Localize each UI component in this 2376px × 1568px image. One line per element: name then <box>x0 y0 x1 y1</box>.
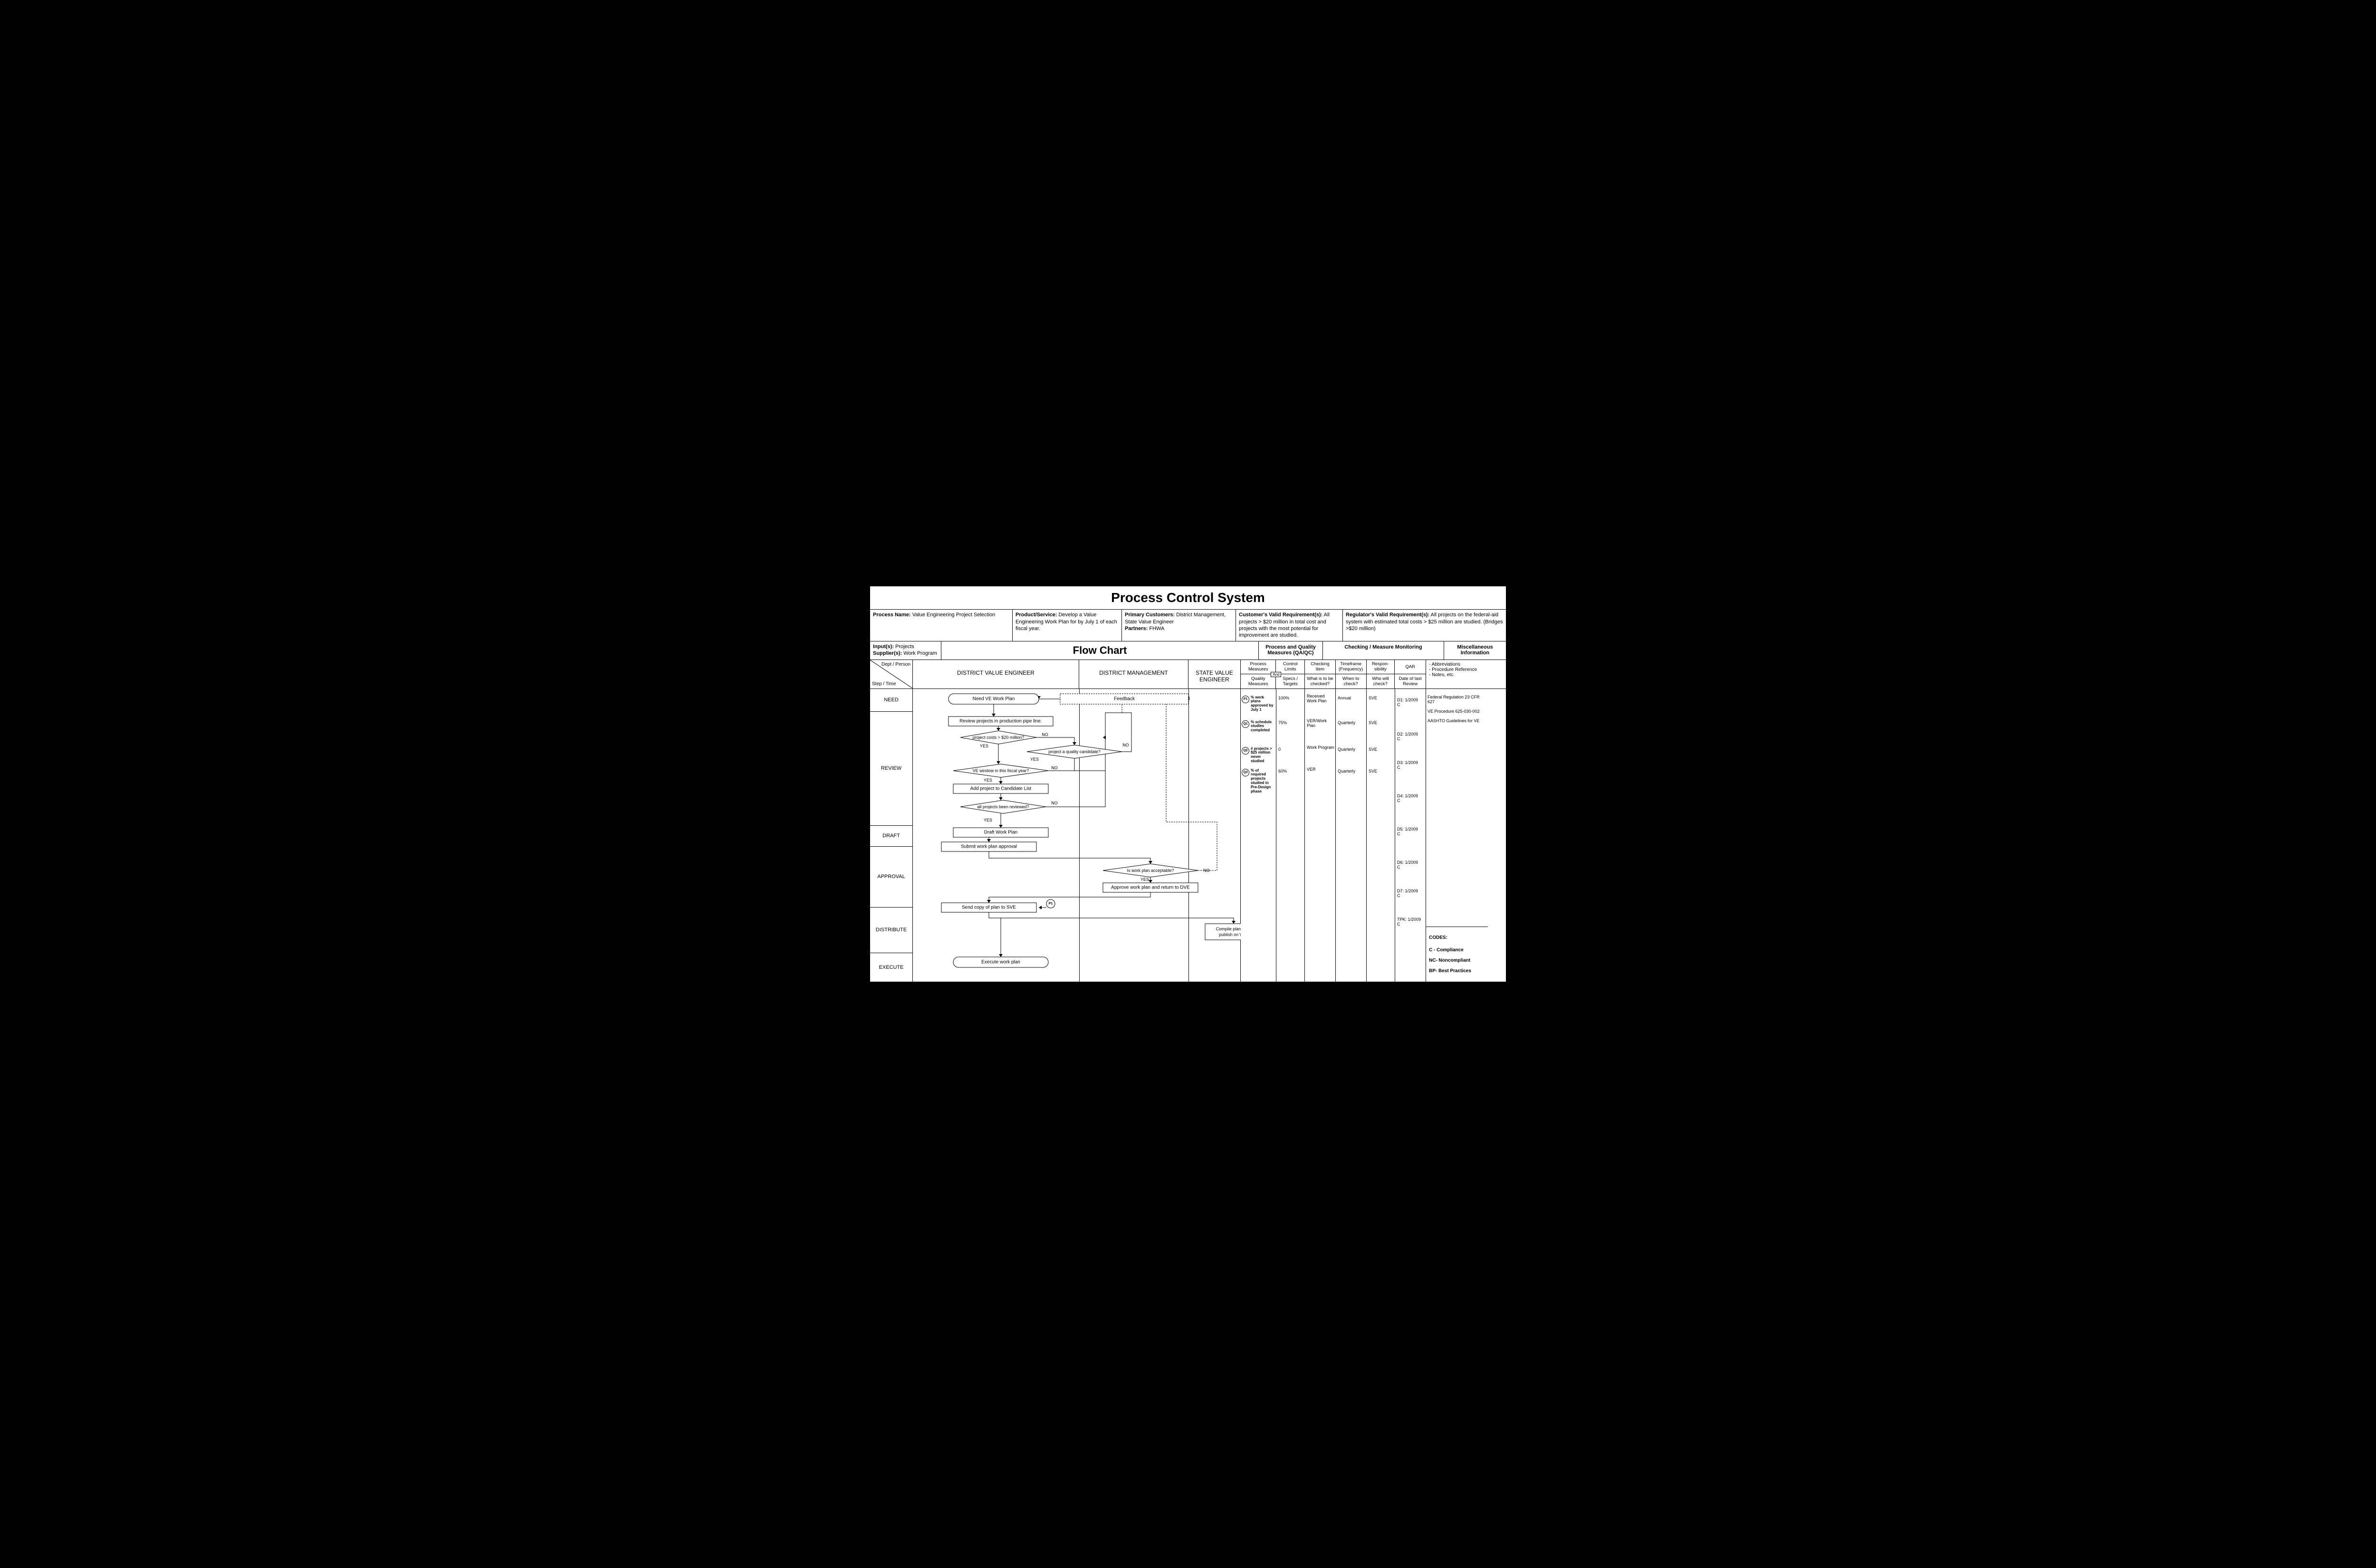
col-timeframe: AnnualQuarterlyQuarterlyQuarterly <box>1336 689 1367 982</box>
svg-text:project a quality candidate?: project a quality candidate? <box>1048 749 1101 754</box>
svg-text:Execute work plan: Execute work plan <box>981 959 1020 965</box>
cust-req-label: Customer's Valid Requirement(s): <box>1239 612 1322 618</box>
step-label: Step / Time <box>872 681 896 687</box>
partners-value: FHWA <box>1149 626 1164 631</box>
qar-label: QAR <box>1395 660 1426 674</box>
product-label: Product/Service: <box>1016 612 1057 618</box>
misc-text: Federal Regulation 23 CFR 627 VE Procedu… <box>1428 695 1486 723</box>
customers-label: Primary Customers: <box>1125 612 1175 618</box>
svg-text:P1: P1 <box>1049 902 1053 905</box>
svg-text:NO: NO <box>1203 868 1210 873</box>
page-title: Process Control System <box>870 586 1506 610</box>
stage-approval: APPROVAL <box>870 847 912 908</box>
checking-subheaders: Checking Item Timeframe (Frequency) Resp… <box>1305 660 1426 688</box>
responsibility-label: Respon-sibility <box>1367 660 1395 674</box>
svg-text:Approve work plan and return t: Approve work plan and return to DVE <box>1111 885 1190 890</box>
flow-chart-header: Flow Chart <box>941 641 1259 660</box>
svg-text:Review projects in production: Review projects in production pipe line. <box>959 718 1042 724</box>
svg-text:Add project to Candidate List: Add project to Candidate List <box>970 786 1032 791</box>
svg-text:NO: NO <box>1122 743 1129 747</box>
process-name-label: Process Name: <box>873 612 911 618</box>
stage-review: REVIEW <box>870 712 912 826</box>
svg-text:publish on Web: publish on Web <box>1219 932 1241 937</box>
inputs-value: Projects <box>895 644 914 650</box>
timeframe-label: Timeframe (Frequency) <box>1336 660 1367 674</box>
column-headers: Dept / Person Step / Time DISTRICT VALUE… <box>870 660 1506 689</box>
stage-need: NEED <box>870 689 912 712</box>
codes-title: CODES: <box>1429 935 1485 940</box>
col-qar: D1: 1/2009CD2: 1/2009CD3: 1/2009CD4: 1/2… <box>1395 689 1426 982</box>
dept-label: Dept / Person <box>881 662 910 667</box>
and-badge: And <box>1271 672 1281 677</box>
misc-header: Miscellaneous Information <box>1444 641 1506 660</box>
col-checking-item: Received Work PlanVER/Work PlanWork Prog… <box>1305 689 1336 982</box>
right-columns: P1% work plans approved by July 1Q1% sch… <box>1241 689 1488 982</box>
header-row: Process Name: Value Engineering Project … <box>870 610 1506 641</box>
col-responsibility: SVESVESVESVE <box>1367 689 1395 982</box>
svg-text:YES: YES <box>984 818 992 822</box>
svg-text:YES: YES <box>1030 757 1039 762</box>
svg-text:YES: YES <box>984 778 992 783</box>
svg-text:Submit work plan approval: Submit work plan approval <box>961 844 1017 849</box>
codes-box: CODES: C - Compliance NC- Noncompliant B… <box>1426 927 1488 982</box>
checking-item-sub: What is to be checked? <box>1305 674 1336 688</box>
col-misc: Federal Regulation 23 CFR 627 VE Procedu… <box>1426 689 1488 982</box>
swimlane-a-header: DISTRICT VALUE ENGINEER <box>913 660 1079 688</box>
dept-person-cell: Dept / Person Step / Time <box>870 660 913 688</box>
codes-line-1: NC- Noncompliant <box>1429 958 1485 963</box>
suppliers-value: Work Program <box>903 650 937 656</box>
checking-item-label: Checking Item <box>1305 660 1336 674</box>
svg-text:Compile plans and: Compile plans and <box>1216 927 1241 931</box>
codes-line-2: BP- Best Practices <box>1429 968 1485 974</box>
svg-text:Send copy of plan to SVE: Send copy of plan to SVE <box>962 905 1016 910</box>
svg-text:NO: NO <box>1042 732 1048 737</box>
responsibility-sub: Who will check? <box>1367 674 1395 688</box>
suppliers-label: Supplier(s): <box>873 650 902 656</box>
partners-label: Partners: <box>1125 626 1148 631</box>
pq-subheaders: Process Measures And Control Limits Qual… <box>1241 660 1305 688</box>
svg-text:Need VE Work Plan: Need VE Work Plan <box>973 696 1015 701</box>
svg-text:YES: YES <box>980 744 988 748</box>
svg-text:YES: YES <box>1140 877 1149 882</box>
section-headers-row: Input(s): Projects Supplier(s): Work Pro… <box>870 641 1506 660</box>
swimlane-c-header: STATE VALUE ENGINEER <box>1188 660 1241 688</box>
svg-text:all projects been reviewed?: all projects been reviewed? <box>977 804 1029 809</box>
pq-header: Process and Quality Measures (QA/QC) <box>1259 641 1323 660</box>
reg-req-label: Regulator's Valid Requirement(s): <box>1346 612 1429 618</box>
swimlane-b-header: DISTRICT MANAGEMENT <box>1079 660 1188 688</box>
timeframe-sub: When to check? <box>1336 674 1367 688</box>
process-name: Value Engineering Project Selection <box>912 612 996 618</box>
svg-text:Feedback: Feedback <box>1114 696 1135 701</box>
svg-text:NO: NO <box>1051 801 1058 805</box>
process-control-page: Process Control System Process Name: Val… <box>870 586 1506 982</box>
svg-text:Is work plan acceptable?: Is work plan acceptable? <box>1127 868 1174 873</box>
stage-column: NEEDREVIEWDRAFTAPPROVALDISTRIBUTEEXECUTE <box>870 689 913 982</box>
svg-text:project costs > $20 million?: project costs > $20 million? <box>973 735 1025 740</box>
inputs-label: Input(s): <box>873 644 894 650</box>
svg-text:Draft Work Plan: Draft Work Plan <box>984 830 1017 835</box>
col-process-measures: P1% work plans approved by July 1Q1% sch… <box>1241 689 1276 982</box>
col-control-limits: 100%75%060% <box>1276 689 1305 982</box>
stage-distribute: DISTRIBUTE <box>870 908 912 953</box>
flowchart-area: Need VE Work Plan Feedback Review projects… <box>913 689 1241 982</box>
misc-list: - Abbreviations - Procedure Reference - … <box>1426 660 1488 688</box>
codes-line-0: C - Compliance <box>1429 947 1485 953</box>
stage-draft: DRAFT <box>870 826 912 847</box>
checking-header: Checking / Measure Monitoring <box>1323 641 1444 660</box>
svg-text:VE window in this fiscal year?: VE window in this fiscal year? <box>973 768 1029 773</box>
flowchart-svg: Need VE Work Plan Feedback Review projects… <box>913 689 1241 982</box>
stage-execute: EXECUTE <box>870 953 912 982</box>
svg-text:NO: NO <box>1051 765 1058 770</box>
process-measures-label: Process Measures And <box>1241 660 1276 674</box>
body-row: NEEDREVIEWDRAFTAPPROVALDISTRIBUTEEXECUTE… <box>870 689 1506 982</box>
qar-sub: Date of last Review <box>1395 674 1426 688</box>
